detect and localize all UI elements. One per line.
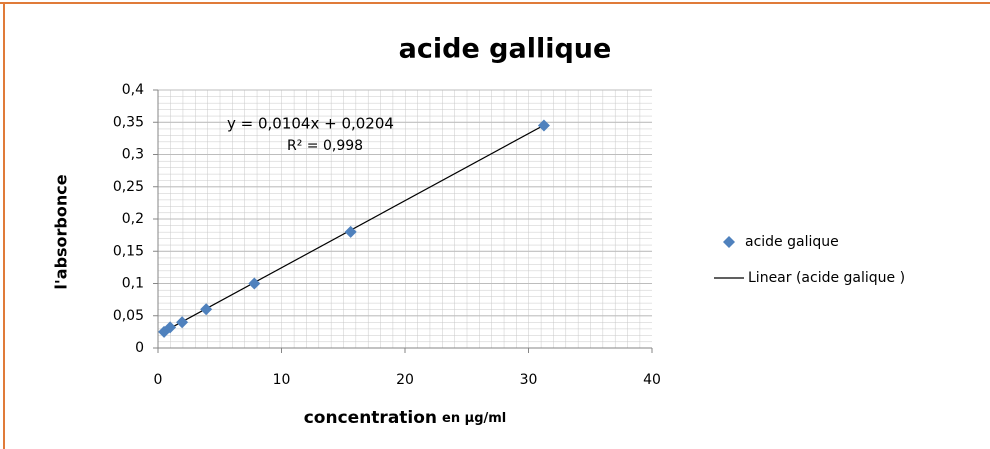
x-tick-label: 0	[154, 372, 163, 388]
chart-title: acide gallique	[399, 34, 612, 65]
r-squared: R² = 0,998	[287, 138, 363, 154]
data-point	[176, 316, 189, 329]
y-tick-label: 0,05	[113, 308, 144, 324]
data-point	[200, 303, 213, 316]
y-tick-label: 0,1	[122, 276, 144, 292]
equation: y = 0,0104x + 0,0204	[227, 115, 394, 133]
x-axis-label-unit: en µg/ml	[442, 411, 506, 426]
y-tick-label: 0,4	[122, 82, 144, 98]
legend-label: Linear (acide galique )	[748, 270, 905, 286]
x-tick-label: 40	[643, 372, 661, 388]
legend-marker	[723, 236, 735, 248]
y-tick-label: 0,15	[113, 243, 144, 259]
y-tick-label: 0,3	[122, 147, 144, 163]
y-axis-label: l'absorbonce	[52, 174, 71, 289]
x-axis-label: concentration en µg/ml	[304, 408, 507, 428]
x-tick-label: 10	[273, 372, 291, 388]
y-tick-label: 0,2	[122, 211, 144, 227]
trendline	[163, 124, 545, 333]
y-tick-label: 0,25	[113, 179, 144, 195]
x-tick-label: 30	[520, 372, 538, 388]
x-tick-label: 20	[396, 372, 414, 388]
data-point	[344, 225, 357, 238]
data-point	[164, 321, 177, 334]
data-point	[248, 277, 261, 290]
data-point	[537, 119, 550, 132]
y-tick-label: 0,35	[113, 114, 144, 130]
legend-label: acide galique	[745, 234, 839, 250]
x-axis-label-main: concentration	[304, 408, 437, 428]
y-tick-label: 0	[135, 340, 144, 356]
